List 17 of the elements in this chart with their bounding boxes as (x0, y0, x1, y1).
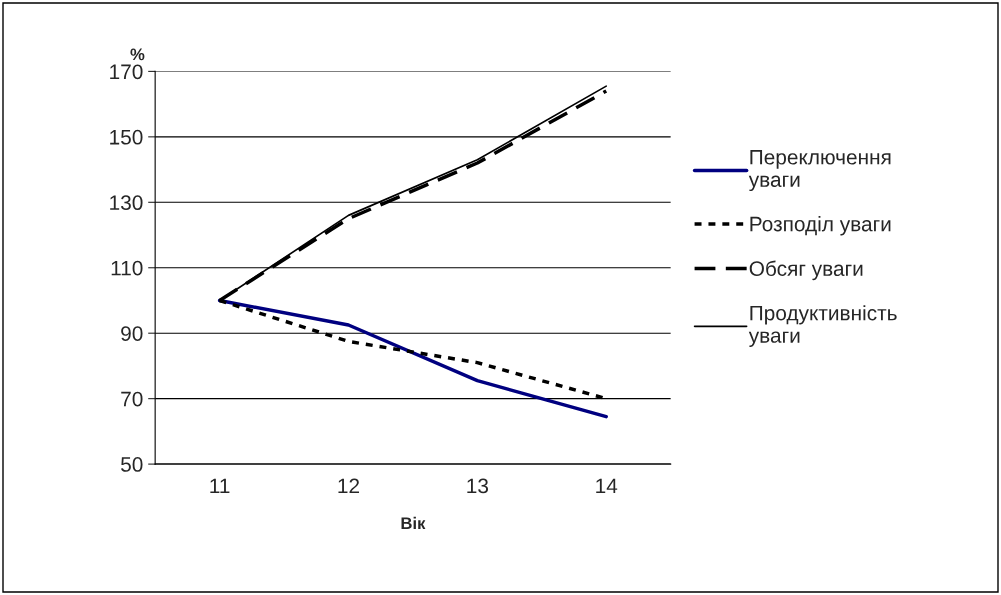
x-tick-label: 13 (467, 478, 489, 494)
x-tick-label: 14 (596, 478, 618, 494)
legend-label: Обсяг уваги (749, 260, 863, 281)
y-tick-label: 110 (111, 260, 143, 276)
x-tick-label: 12 (338, 478, 360, 494)
y-tick-label: 70 (121, 391, 143, 407)
y-tick-label: 130 (110, 195, 143, 211)
x-tick-label: 11 (210, 478, 230, 494)
y-axis-title: % (130, 48, 145, 61)
y-tick-label: 170 (110, 64, 143, 80)
y-tick-label: 50 (121, 457, 143, 472)
legend-label: Переключення уваги (748, 150, 891, 192)
y-tick-label: 150 (110, 129, 143, 145)
legend-label: Продуктивність уваги (748, 305, 897, 347)
x-axis-title: Вік (401, 516, 426, 529)
y-tick-label: 90 (121, 326, 143, 341)
legend-label: Розподіл уваги (750, 216, 891, 236)
